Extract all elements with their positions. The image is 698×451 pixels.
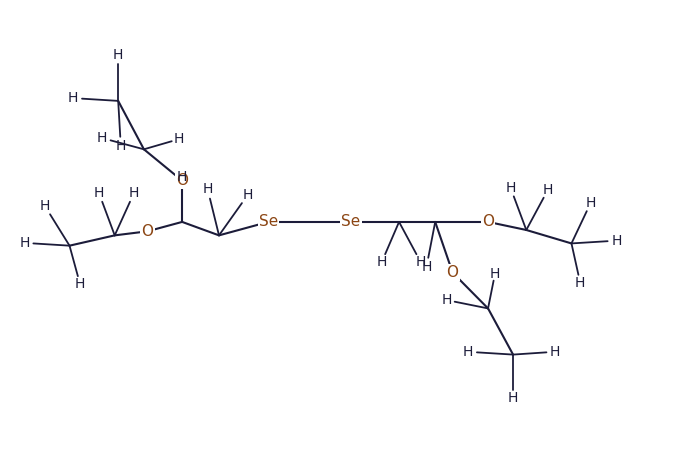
Text: H: H (575, 276, 586, 290)
Text: H: H (128, 186, 139, 200)
Text: H: H (68, 91, 78, 105)
Text: H: H (116, 139, 126, 153)
Text: H: H (415, 255, 426, 269)
Text: H: H (113, 48, 124, 62)
Text: H: H (441, 293, 452, 307)
Text: O: O (447, 265, 459, 280)
Text: H: H (376, 255, 387, 269)
Text: H: H (97, 131, 107, 145)
Text: O: O (142, 224, 154, 239)
Text: H: H (177, 170, 187, 184)
Text: H: H (543, 183, 554, 197)
Text: H: H (19, 236, 29, 250)
Text: H: H (242, 188, 253, 202)
Text: H: H (174, 132, 184, 146)
Text: H: H (463, 345, 473, 359)
Text: H: H (94, 186, 104, 200)
Text: Se: Se (259, 214, 278, 230)
Text: O: O (176, 173, 188, 188)
Text: H: H (586, 196, 596, 210)
Text: H: H (75, 277, 85, 291)
Text: H: H (490, 267, 500, 281)
Text: H: H (40, 199, 50, 213)
Text: H: H (505, 181, 516, 195)
Text: O: O (482, 214, 494, 230)
Text: Se: Se (341, 214, 361, 230)
Text: H: H (422, 260, 431, 274)
Text: H: H (611, 234, 622, 248)
Text: H: H (202, 182, 213, 197)
Text: H: H (549, 345, 560, 359)
Text: H: H (508, 391, 518, 405)
